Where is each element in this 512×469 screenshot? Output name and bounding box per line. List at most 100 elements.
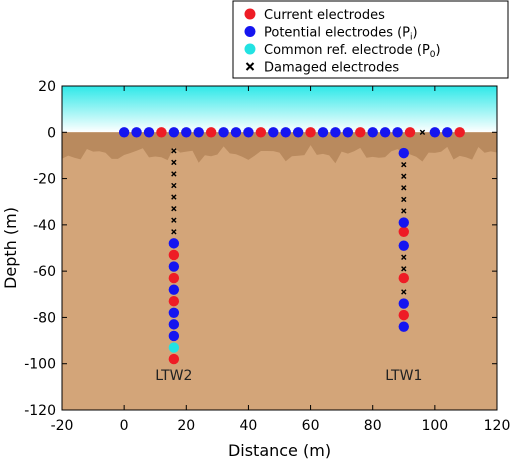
x-axis-label: Distance (m) (228, 441, 331, 460)
damaged-electrode (401, 254, 407, 260)
current-electrode (398, 272, 409, 284)
potential-electrode (181, 127, 192, 138)
damaged-electrode (171, 194, 177, 200)
legend-label-potential: Potential electrodes (Pi) (264, 26, 418, 43)
damaged-electrode (171, 205, 177, 212)
potential-electrode (230, 127, 242, 138)
damaged-electrode (401, 161, 407, 168)
axes: -20 0 20 40 60 80 100 120 20 0 -20 -40 -60 -80 -100 -12… (1, 79, 510, 460)
potential-electrode (193, 127, 204, 138)
current-electrode (398, 226, 409, 237)
potential-electrode (268, 127, 279, 138)
potential-electrode (379, 127, 391, 138)
current-electrode (355, 127, 366, 138)
legend-label-current: Current electrodes (264, 8, 385, 23)
y-axis-label: Depth (m) (1, 207, 20, 289)
electrode-marks: LTW2 LTW1 (118, 127, 465, 384)
x-tick-label: 80 (364, 418, 382, 434)
damaged-electrode (401, 185, 407, 191)
current-electrode (454, 127, 465, 138)
current-electrode (168, 353, 180, 365)
current-electrode (404, 127, 416, 138)
damaged-electrode (171, 148, 177, 154)
borehole-label: LTW1 (385, 368, 422, 384)
potential-electrode (168, 330, 180, 342)
topsoil-layer (62, 132, 497, 164)
current-electrode (168, 272, 180, 284)
current-electrode (205, 127, 217, 138)
potential-electrode (168, 261, 180, 272)
potential-electrode (168, 127, 180, 138)
air-layer (62, 86, 497, 133)
potential-electrode (317, 127, 329, 138)
legend-marker-reference (244, 43, 256, 55)
legend-label-reference: Common ref. electrode (P0) (264, 43, 441, 60)
potential-electrode (118, 127, 130, 138)
y-tick-label: 20 (38, 79, 56, 95)
damaged-electrode (171, 159, 177, 166)
potential-electrode (442, 127, 453, 138)
damaged-electrode (401, 289, 407, 295)
x-tick-label: 40 (240, 418, 258, 434)
damaged-electrode (171, 229, 177, 235)
y-tick-label: -80 (33, 310, 56, 326)
x-tick-label: 120 (484, 418, 511, 434)
potential-electrode (429, 127, 441, 138)
borehole-label: LTW2 (155, 368, 192, 384)
legend-paren: ) (436, 43, 441, 58)
y-tick-label: -20 (33, 172, 56, 188)
damaged-electrode (171, 171, 177, 177)
damaged-electrode (401, 266, 407, 272)
current-electrode (255, 127, 267, 138)
x-tick-label: -20 (51, 418, 74, 434)
potential-electrode (398, 240, 409, 251)
potential-electrode (143, 127, 155, 138)
y-tick-label: -40 (33, 218, 56, 234)
damaged-electrode (401, 173, 407, 179)
potential-electrode (398, 217, 409, 228)
background-layer (62, 86, 497, 411)
current-electrode (168, 249, 180, 261)
legend-text: Potential electrodes (P (264, 26, 410, 41)
legend-subscript: 0 (430, 50, 436, 60)
legend-marker-potential (244, 26, 256, 37)
y-tick-label: -100 (24, 357, 56, 373)
y-tick-label: -120 (24, 403, 56, 419)
x-tick-label: 60 (302, 418, 320, 434)
potential-electrode (398, 321, 409, 332)
potential-electrode (398, 147, 409, 159)
potential-electrode (168, 238, 180, 249)
damaged-electrode (401, 196, 407, 203)
potential-electrode (168, 319, 180, 330)
potential-electrode (292, 127, 304, 138)
x-tick-label: 20 (177, 418, 195, 434)
x-tick-label: 0 (120, 418, 129, 434)
legend-label-damaged: Damaged electrodes (264, 61, 399, 76)
potential-electrode (392, 127, 403, 138)
damaged-electrode (401, 208, 407, 214)
legend: Current electrodes Potential electrodes (… (232, 0, 509, 79)
plot-frame (61, 85, 498, 411)
legend-subscript: i (410, 33, 413, 43)
potential-electrode (330, 127, 341, 138)
current-electrode (168, 296, 180, 307)
potential-electrode (168, 284, 180, 295)
potential-electrode (367, 127, 378, 138)
legend-text: Common ref. electrode (P (264, 43, 430, 58)
legend-marker-current (244, 8, 256, 20)
x-tick-label: 100 (421, 418, 448, 434)
damaged-electrode (171, 217, 177, 223)
potential-electrode (280, 127, 291, 138)
potential-electrode (218, 127, 229, 138)
legend-text: Current electrodes (264, 8, 385, 23)
damaged-electrode (419, 129, 426, 135)
potential-electrode (168, 307, 180, 318)
reference-electrode (168, 342, 180, 353)
subsoil-layer (62, 132, 497, 411)
potential-electrode (342, 127, 354, 138)
potential-electrode (243, 127, 254, 138)
legend-text: Damaged electrodes (264, 61, 399, 76)
y-tick-label: -60 (33, 264, 56, 280)
current-electrode (305, 127, 316, 138)
